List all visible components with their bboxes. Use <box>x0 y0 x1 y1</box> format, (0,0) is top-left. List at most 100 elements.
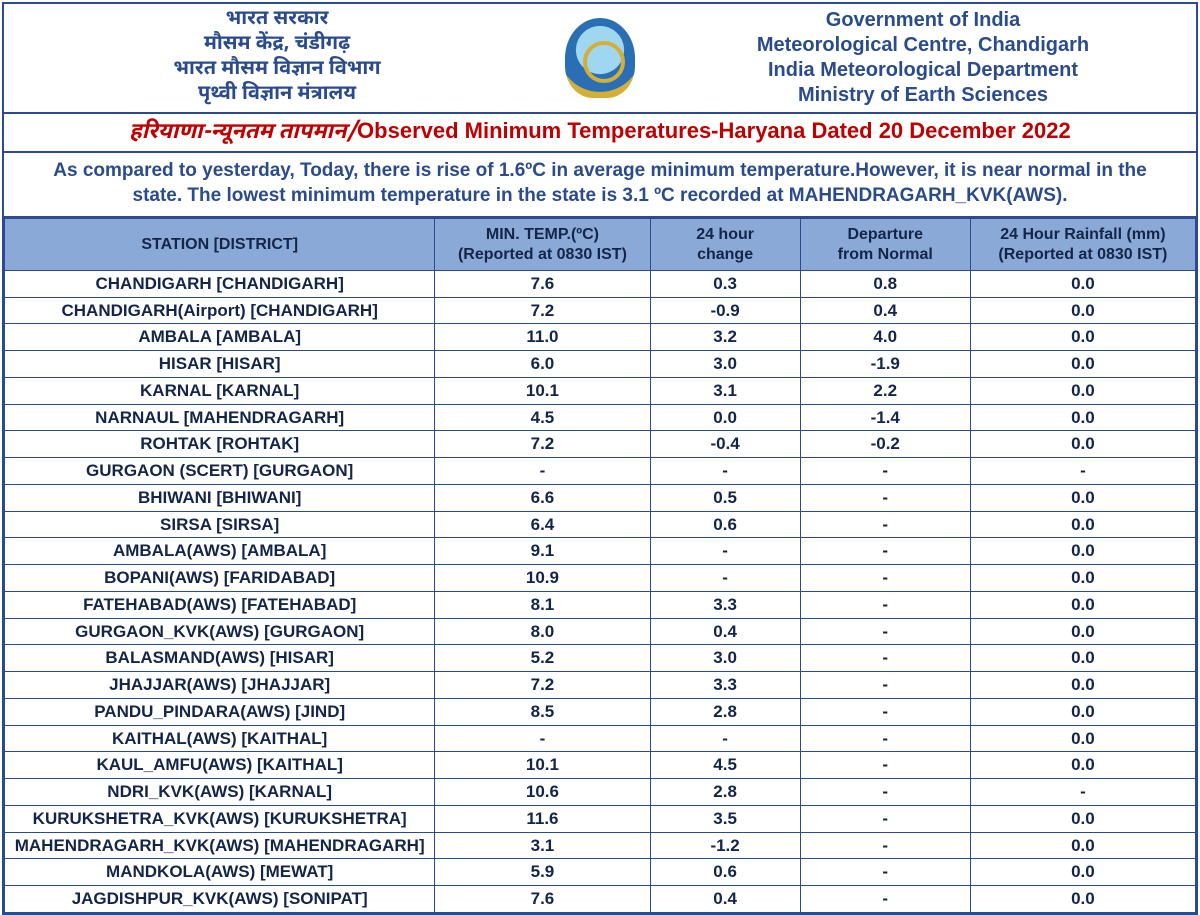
cell-24h-change: 0.6 <box>650 859 800 886</box>
table-row: MAHENDRAGARH_KVK(AWS) [MAHENDRAGARH]3.1-… <box>5 832 1196 859</box>
cell-station: BHIWANI [BHIWANI] <box>5 484 435 511</box>
cell-rainfall: - <box>970 779 1195 806</box>
cell-min-temp: 8.5 <box>435 698 650 725</box>
cell-min-temp: 11.0 <box>435 324 650 351</box>
report-title: हरियाणा-न्यूनतम तापमान/Observed Minimum … <box>4 114 1196 153</box>
table-row: MANDKOLA(AWS) [MEWAT]5.90.6-0.0 <box>5 859 1196 886</box>
cell-departure: 0.8 <box>800 270 970 297</box>
cell-station: GURGAON_KVK(AWS) [GURGAON] <box>5 618 435 645</box>
table-row: CHANDIGARH(Airport) [CHANDIGARH]7.2-0.90… <box>5 297 1196 324</box>
cell-min-temp: 7.2 <box>435 672 650 699</box>
cell-station: ROHTAK [ROHTAK] <box>5 431 435 458</box>
cell-station: NARNAUL [MAHENDRAGARH] <box>5 404 435 431</box>
table-row: JAGDISHPUR_KVK(AWS) [SONIPAT]7.60.4-0.0 <box>5 886 1196 913</box>
cell-departure: - <box>800 725 970 752</box>
table-body: CHANDIGARH [CHANDIGARH]7.60.30.80.0CHAND… <box>5 270 1196 912</box>
cell-rainfall: 0.0 <box>970 351 1195 378</box>
cell-rainfall: 0.0 <box>970 511 1195 538</box>
title-hindi: हरियाणा-न्यूनतम तापमान/ <box>129 118 357 147</box>
header-right-line: India Meteorological Department <box>656 58 1190 83</box>
cell-min-temp: 7.6 <box>435 886 650 913</box>
cell-24h-change: -0.4 <box>650 431 800 458</box>
cell-min-temp: 6.0 <box>435 351 650 378</box>
cell-departure: - <box>800 805 970 832</box>
cell-departure: - <box>800 698 970 725</box>
cell-station: KAUL_AMFU(AWS) [KAITHAL] <box>5 752 435 779</box>
table-row: AMBALA [AMBALA]11.03.24.00.0 <box>5 324 1196 351</box>
cell-min-temp: 11.6 <box>435 805 650 832</box>
cell-min-temp: 5.9 <box>435 859 650 886</box>
header-left-line: भारत सरकार <box>10 8 544 33</box>
col-24h-change: 24 hourchange <box>650 219 800 270</box>
cell-24h-change: 0.4 <box>650 886 800 913</box>
cell-rainfall: 0.0 <box>970 404 1195 431</box>
cell-station: HISAR [HISAR] <box>5 351 435 378</box>
cell-rainfall: 0.0 <box>970 859 1195 886</box>
cell-min-temp: 7.2 <box>435 431 650 458</box>
cell-24h-change: 0.5 <box>650 484 800 511</box>
table-row: JHAJJAR(AWS) [JHAJJAR]7.23.3-0.0 <box>5 672 1196 699</box>
cell-24h-change: -1.2 <box>650 832 800 859</box>
cell-departure: - <box>800 484 970 511</box>
table-row: GURGAON_KVK(AWS) [GURGAON]8.00.4-0.0 <box>5 618 1196 645</box>
col-departure: Departurefrom Normal <box>800 219 970 270</box>
cell-rainfall: - <box>970 458 1195 485</box>
cell-station: NDRI_KVK(AWS) [KARNAL] <box>5 779 435 806</box>
cell-rainfall: 0.0 <box>970 645 1195 672</box>
cell-24h-change: -0.9 <box>650 297 800 324</box>
cell-24h-change: - <box>650 725 800 752</box>
table-row: PANDU_PINDARA(AWS) [JIND]8.52.8-0.0 <box>5 698 1196 725</box>
cell-station: PANDU_PINDARA(AWS) [JIND] <box>5 698 435 725</box>
imd-emblem-icon <box>565 18 635 98</box>
cell-min-temp: - <box>435 725 650 752</box>
table-row: BALASMAND(AWS) [HISAR]5.23.0-0.0 <box>5 645 1196 672</box>
table-row: KARNAL [KARNAL]10.13.12.20.0 <box>5 377 1196 404</box>
table-row: KAITHAL(AWS) [KAITHAL]---0.0 <box>5 725 1196 752</box>
cell-24h-change: 3.0 <box>650 645 800 672</box>
report-container: भारत सरकार मौसम केंद्र, चंडीगढ़ भारत मौस… <box>2 2 1198 915</box>
cell-departure: -0.2 <box>800 431 970 458</box>
header-left: भारत सरकार मौसम केंद्र, चंडीगढ़ भारत मौस… <box>4 4 550 112</box>
cell-departure: - <box>800 511 970 538</box>
table-row: HISAR [HISAR]6.03.0-1.90.0 <box>5 351 1196 378</box>
cell-rainfall: 0.0 <box>970 725 1195 752</box>
cell-departure: - <box>800 779 970 806</box>
cell-station: KAITHAL(AWS) [KAITHAL] <box>5 725 435 752</box>
cell-station: KARNAL [KARNAL] <box>5 377 435 404</box>
cell-station: JHAJJAR(AWS) [JHAJJAR] <box>5 672 435 699</box>
col-rainfall: 24 Hour Rainfall (mm)(Reported at 0830 I… <box>970 219 1195 270</box>
table-row: NARNAUL [MAHENDRAGARH]4.50.0-1.40.0 <box>5 404 1196 431</box>
cell-station: KURUKSHETRA_KVK(AWS) [KURUKSHETRA] <box>5 805 435 832</box>
cell-24h-change: 3.3 <box>650 672 800 699</box>
cell-24h-change: 3.2 <box>650 324 800 351</box>
cell-departure: - <box>800 752 970 779</box>
cell-min-temp: 10.1 <box>435 377 650 404</box>
cell-min-temp: 7.2 <box>435 297 650 324</box>
cell-station: AMBALA(AWS) [AMBALA] <box>5 538 435 565</box>
cell-min-temp: 8.1 <box>435 591 650 618</box>
cell-min-temp: 9.1 <box>435 538 650 565</box>
cell-24h-change: - <box>650 565 800 592</box>
cell-departure: - <box>800 565 970 592</box>
cell-rainfall: 0.0 <box>970 886 1195 913</box>
table-row: SIRSA [SIRSA]6.40.6-0.0 <box>5 511 1196 538</box>
cell-station: SIRSA [SIRSA] <box>5 511 435 538</box>
cell-departure: - <box>800 538 970 565</box>
cell-min-temp: 5.2 <box>435 645 650 672</box>
cell-min-temp: - <box>435 458 650 485</box>
cell-station: AMBALA [AMBALA] <box>5 324 435 351</box>
cell-station: MAHENDRAGARH_KVK(AWS) [MAHENDRAGARH] <box>5 832 435 859</box>
cell-rainfall: 0.0 <box>970 377 1195 404</box>
title-english: Observed Minimum Temperatures-Haryana Da… <box>357 118 1071 143</box>
header-right-line: Meteorological Centre, Chandigarh <box>656 33 1190 58</box>
cell-departure: - <box>800 886 970 913</box>
col-station: STATION [DISTRICT] <box>5 219 435 270</box>
summary-text: As compared to yesterday, Today, there i… <box>4 153 1196 218</box>
cell-departure: -1.4 <box>800 404 970 431</box>
table-row: CHANDIGARH [CHANDIGARH]7.60.30.80.0 <box>5 270 1196 297</box>
cell-rainfall: 0.0 <box>970 805 1195 832</box>
cell-departure: - <box>800 859 970 886</box>
cell-24h-change: 2.8 <box>650 779 800 806</box>
table-row: NDRI_KVK(AWS) [KARNAL]10.62.8-- <box>5 779 1196 806</box>
cell-24h-change: 0.3 <box>650 270 800 297</box>
